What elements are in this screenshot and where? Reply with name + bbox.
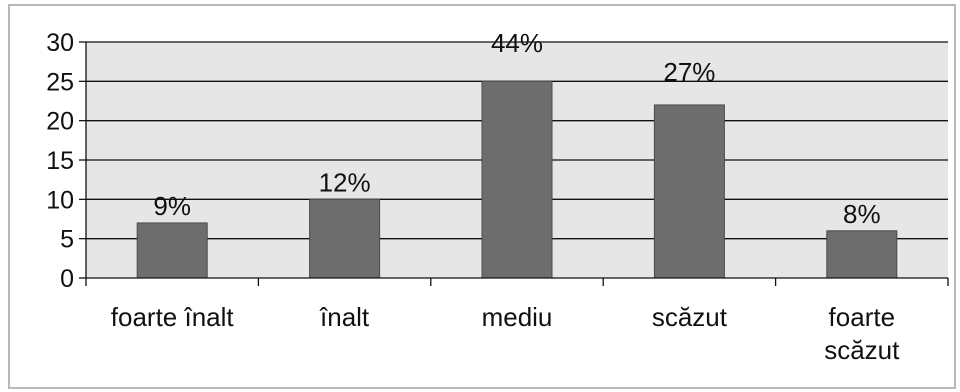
bar — [653, 104, 725, 279]
bar — [309, 198, 381, 279]
y-tick-label: 10 — [46, 186, 74, 214]
data-label: 44% — [491, 28, 543, 58]
top-strip — [0, 0, 960, 4]
y-tick-label: 20 — [46, 108, 74, 136]
y-tick-label: 5 — [60, 226, 74, 254]
x-tick-label: mediu — [482, 302, 553, 332]
x-tick-label: foarte — [829, 302, 896, 332]
data-label: 12% — [319, 167, 371, 197]
y-tick-label: 0 — [60, 265, 74, 293]
x-tick-label: scăzut — [824, 335, 900, 365]
bar — [136, 222, 208, 279]
data-label: 8% — [843, 199, 881, 229]
y-tick-label: 30 — [46, 29, 74, 57]
x-tick-label: scăzut — [652, 302, 728, 332]
data-label: 27% — [663, 57, 715, 87]
x-tick-label: înalt — [319, 302, 370, 332]
y-tick-label: 25 — [46, 68, 74, 96]
bar — [481, 80, 553, 279]
bar — [826, 230, 898, 279]
bars — [136, 80, 898, 279]
data-label: 9% — [153, 191, 191, 221]
x-tick-label: foarte înalt — [111, 302, 235, 332]
y-tick-label: 15 — [46, 147, 74, 175]
data-labels: 9% 12% 44% 27% 8% — [153, 28, 880, 229]
y-axis-ticks: 0 5 10 15 20 25 30 — [46, 29, 86, 293]
